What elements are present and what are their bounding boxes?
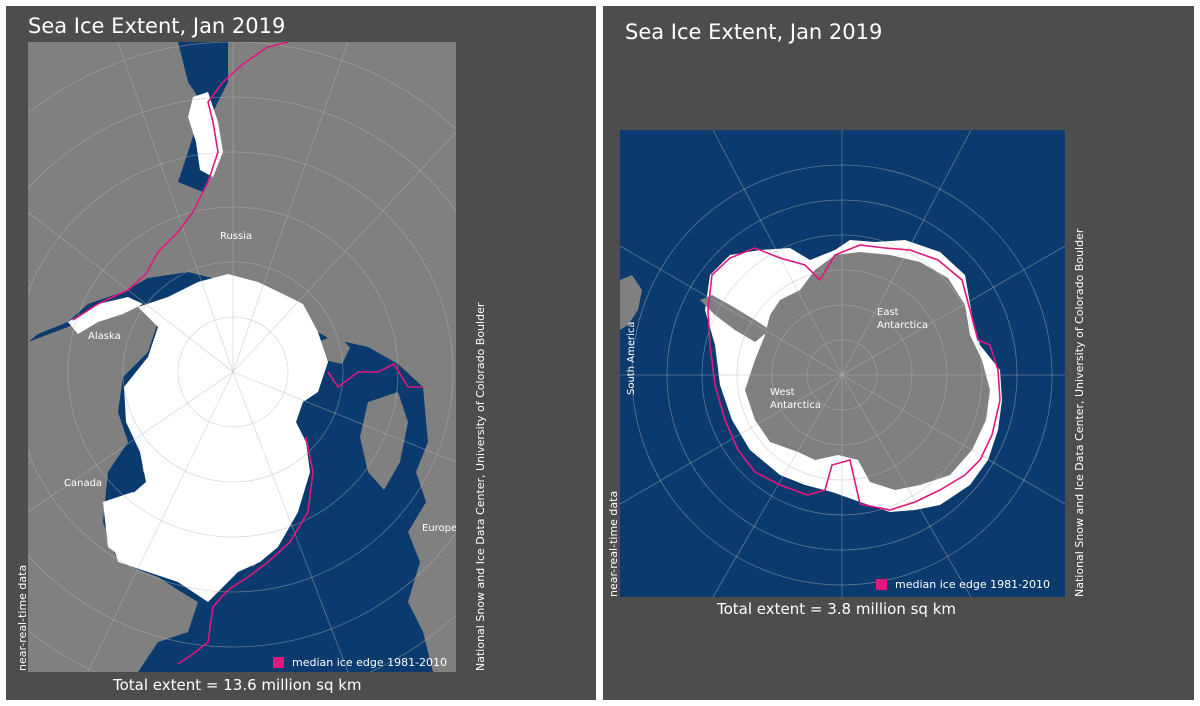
arctic-panel: Sea Ice Extent, Jan 2019 xyxy=(6,6,596,700)
antarctic-map-graphic: East Antarctica West Antarctica South Am… xyxy=(620,130,1065,597)
antarctic-graticule xyxy=(620,130,1065,597)
arctic-side-label: near-real-time data xyxy=(16,564,29,671)
antarctic-panel: Sea Ice Extent, Jan 2019 xyxy=(603,6,1194,700)
hudson-bay-ice xyxy=(103,492,153,562)
label-west-1: West xyxy=(770,387,795,398)
antarctic-legend-label: median ice edge 1981-2010 xyxy=(895,578,1051,591)
arctic-total-extent: Total extent = 13.6 million sq km xyxy=(113,676,362,694)
land-russia xyxy=(28,42,456,387)
label-canada: Canada xyxy=(64,478,102,489)
land-south-america-tip xyxy=(620,275,642,330)
bering-sea-ice xyxy=(68,297,143,334)
arctic-title: Sea Ice Extent, Jan 2019 xyxy=(28,14,286,38)
land-scandinavia xyxy=(360,392,408,490)
arctic-map: Russia Alaska Canada Greenland Europe me… xyxy=(28,42,456,672)
antarctic-total-extent: Total extent = 3.8 million sq km xyxy=(717,600,957,618)
land-antarctica xyxy=(745,252,990,490)
legend-swatch xyxy=(273,657,284,668)
label-alaska: Alaska xyxy=(88,331,121,342)
label-east-1: East xyxy=(877,307,899,318)
antarctic-legend: median ice edge 1981-2010 xyxy=(876,578,1050,591)
label-west-2: Antarctica xyxy=(770,400,821,411)
arctic-map-graphic: Russia Alaska Canada Greenland Europe xyxy=(28,42,456,672)
antarctic-median-ice-edge xyxy=(707,244,1001,511)
label-russia: Russia xyxy=(220,231,252,242)
antarctic-title: Sea Ice Extent, Jan 2019 xyxy=(625,20,883,44)
label-east-2: Antarctica xyxy=(877,320,928,331)
arctic-median-ice-edge xyxy=(72,42,423,665)
land-europe xyxy=(408,372,456,672)
label-south-america: South America xyxy=(626,322,637,396)
arctic-legend-label: median ice edge 1981-2010 xyxy=(292,656,448,669)
label-europe: Europe xyxy=(422,523,456,534)
arctic-credit: National Snow and Ice Data Center, Unive… xyxy=(474,302,487,671)
label-greenland: Greenland xyxy=(228,448,280,459)
land-antarctic-peninsula xyxy=(700,295,770,342)
arctic-legend: median ice edge 1981-2010 xyxy=(273,656,447,669)
okhotsk-sea-ice xyxy=(188,92,223,177)
land-alaska-canada xyxy=(28,304,198,672)
antarctic-map: East Antarctica West Antarctica South Am… xyxy=(620,130,1065,597)
antarctic-credit: National Snow and Ice Data Center, Unive… xyxy=(1073,228,1086,597)
legend-swatch xyxy=(876,579,887,590)
antarctic-side-label: near-real-time data xyxy=(607,490,620,597)
